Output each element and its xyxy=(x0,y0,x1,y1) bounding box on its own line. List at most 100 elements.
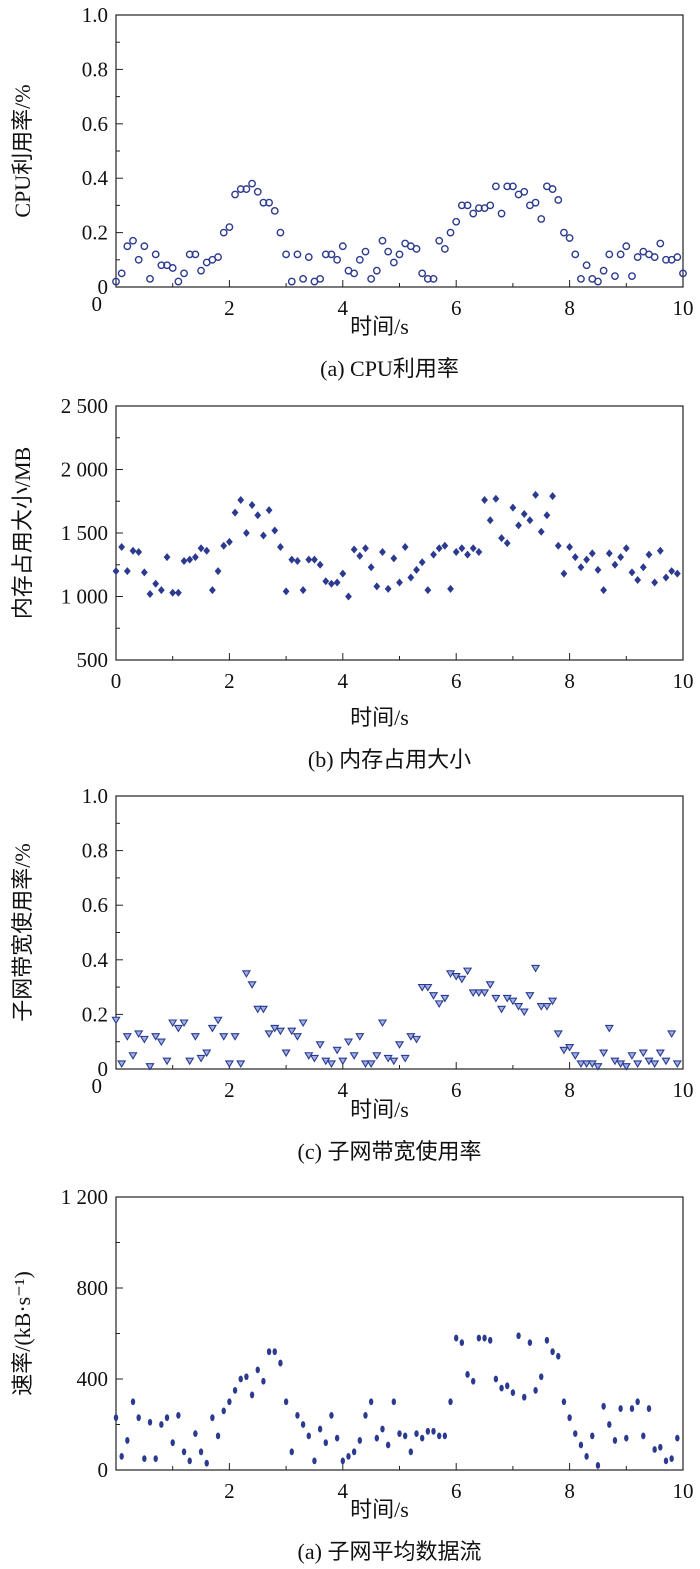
datarate-data-point xyxy=(346,1452,351,1460)
cpu-data-point xyxy=(395,250,404,259)
datarate-xtick-label: 2 xyxy=(224,1479,235,1503)
memory-data-point xyxy=(424,586,432,595)
datarate-data-point xyxy=(527,1339,533,1346)
memory-xtick-label: 10 xyxy=(673,669,694,693)
cpu-ytick-label: 0.6 xyxy=(82,112,108,136)
cpu-data-point xyxy=(474,204,483,213)
memory-data-point xyxy=(486,516,494,525)
bandwidth-data-point xyxy=(247,981,257,989)
bandwidth-data-point xyxy=(128,1052,138,1060)
memory-x-axis-title: 时间/s xyxy=(350,705,409,730)
memory-data-point xyxy=(265,506,273,515)
datarate-data-point xyxy=(601,1402,606,1410)
bandwidth-data-point xyxy=(156,1038,166,1047)
memory-data-point xyxy=(645,550,653,559)
memory-data-point xyxy=(311,555,318,564)
cpu-x-axis-title: 时间/s xyxy=(350,314,409,339)
bandwidth-data-point xyxy=(264,1030,274,1038)
cpu-data-point xyxy=(469,209,478,218)
bandwidth-y-axis-title: 子网带宽使用率/% xyxy=(10,843,35,1021)
datarate-data-point xyxy=(465,1371,470,1378)
datarate-data-point xyxy=(317,1425,323,1433)
datarate-data-point xyxy=(629,1405,635,1412)
memory-data-point xyxy=(373,582,381,591)
bandwidth-data-point xyxy=(236,1060,246,1069)
memory-data-point xyxy=(362,544,369,553)
bandwidth-data-point xyxy=(633,1060,643,1069)
cpu-ytick-label: 0.2 xyxy=(82,221,108,245)
bandwidth-data-point xyxy=(400,1054,410,1063)
datarate-data-point xyxy=(244,1373,249,1381)
datarate-data-point xyxy=(232,1386,238,1394)
bandwidth-data-point xyxy=(377,1019,388,1028)
datarate-data-point xyxy=(198,1448,204,1456)
datarate-data-point xyxy=(391,1398,397,1406)
memory-xtick-label: 2 xyxy=(224,669,235,693)
datarate-data-point xyxy=(567,1414,572,1422)
bandwidth-data-point xyxy=(627,1052,637,1060)
cpu-data-point xyxy=(117,269,126,278)
panel-cpu-utilization: 0 0.2 0.4 0.6 0.8 1.0 2 4 6 8 10 0 时间/s CPU利用率/% (a) C… xyxy=(10,3,694,381)
cpu-data-point xyxy=(679,269,687,278)
cpu-data-point xyxy=(599,266,608,275)
bandwidth-data-point xyxy=(134,1030,144,1038)
bandwidth-xtick-label: 6 xyxy=(451,1078,462,1102)
datarate-data-point xyxy=(641,1432,646,1440)
datarate-data-point xyxy=(590,1432,595,1440)
datarate-data-point xyxy=(658,1443,663,1451)
datarate-data-point xyxy=(431,1427,436,1435)
cpu-data-point xyxy=(503,182,512,191)
memory-ytick-label: 1 000 xyxy=(61,585,108,609)
cpu-xtick-label: 2 xyxy=(224,296,235,320)
cpu-data-point xyxy=(276,228,285,237)
memory-data-point xyxy=(549,492,556,501)
bandwidth-data-point xyxy=(570,1052,580,1060)
memory-data-point xyxy=(600,586,608,595)
memory-data-point xyxy=(157,586,165,595)
datarate-data-point xyxy=(164,1414,170,1422)
bandwidth-data-point xyxy=(287,1027,297,1036)
bandwidth-data-point xyxy=(111,1016,121,1025)
cpu-data-point xyxy=(214,253,222,261)
memory-data-point xyxy=(350,545,358,554)
memory-data-point xyxy=(571,553,579,562)
cpu-y-axis-title: CPU利用率/% xyxy=(10,84,35,217)
datarate-data-point xyxy=(323,1439,328,1447)
bandwidth-data-point xyxy=(179,1019,189,1028)
datarate-data-point xyxy=(561,1398,567,1406)
cpu-ytick-label: 0.4 xyxy=(82,166,109,190)
datarate-data-point xyxy=(221,1407,226,1415)
datarate-ytick-label: 0 xyxy=(98,1458,109,1482)
datarate-data-point xyxy=(402,1432,408,1440)
memory-data-point xyxy=(282,587,290,596)
datarate-data-point xyxy=(289,1448,294,1456)
cpu-data-point xyxy=(577,274,585,283)
bandwidth-data-point xyxy=(667,1030,677,1038)
memory-data-point xyxy=(208,586,216,595)
datarate-data-point xyxy=(454,1334,459,1342)
cpu-data-point xyxy=(338,242,347,251)
datarate-data-point xyxy=(119,1452,124,1460)
cpu-data-point xyxy=(486,201,495,210)
memory-data-point xyxy=(316,560,324,569)
bandwidth-data-point xyxy=(224,1060,234,1069)
memory-data-point xyxy=(237,495,245,504)
bandwidth-ytick-label: 0.8 xyxy=(82,839,108,863)
cpu-data-point xyxy=(611,272,619,281)
cpu-data-point xyxy=(622,242,631,251)
memory-data-point xyxy=(526,516,534,525)
datarate-data-point xyxy=(368,1398,374,1406)
datarate-data-point xyxy=(300,1421,306,1428)
memory-data-point xyxy=(469,544,477,553)
memory-data-point xyxy=(503,539,511,548)
bandwidth-data-point xyxy=(309,1054,320,1063)
datarate-data-point xyxy=(136,1414,141,1422)
memory-data-point xyxy=(367,563,375,572)
bandwidth-data-point xyxy=(513,1003,524,1011)
memory-data-point xyxy=(407,573,415,582)
memory-data-point xyxy=(146,589,154,598)
cpu-data-point xyxy=(151,250,160,259)
bandwidth-caption: (c) 子网带宽使用率 xyxy=(298,1139,482,1164)
cpu-ytick-label: 0.8 xyxy=(82,57,108,81)
datarate-data-point xyxy=(607,1421,612,1428)
